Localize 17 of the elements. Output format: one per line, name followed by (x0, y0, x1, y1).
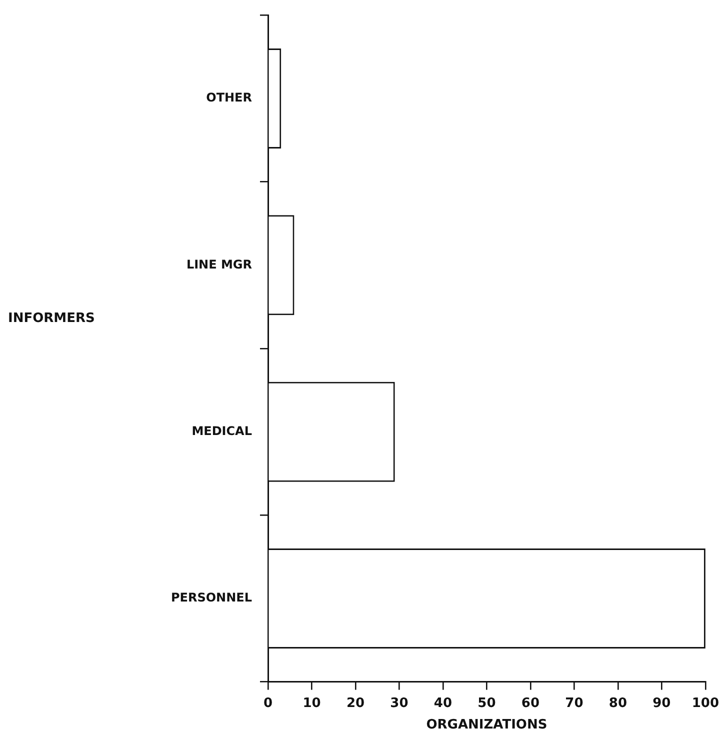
x-tick-label: 30 (390, 696, 408, 711)
text: INFORMERS (8, 310, 95, 326)
x-tick-label: 70 (565, 696, 584, 711)
y-tick-label: LINE MGR (186, 257, 252, 272)
x-tick-label: 50 (478, 696, 496, 711)
y-tick-label: MEDICAL (192, 424, 252, 438)
x-tick-label: 80 (608, 696, 627, 711)
y-tick-label: OTHER (206, 90, 252, 105)
x-tick-label: 20 (346, 696, 365, 711)
y-tick-label: PERSONNEL (170, 590, 252, 605)
x-tick-label: 10 (302, 696, 321, 711)
x-tick-label: 60 (521, 696, 540, 711)
x-tick-label: 40 (434, 696, 452, 711)
x-tick-label: 90 (652, 696, 671, 711)
x-tick-label: 0 (263, 696, 273, 711)
x-tick-label: 100 (692, 696, 719, 711)
x-axis-title: ORGANIZATIONS (426, 718, 548, 733)
